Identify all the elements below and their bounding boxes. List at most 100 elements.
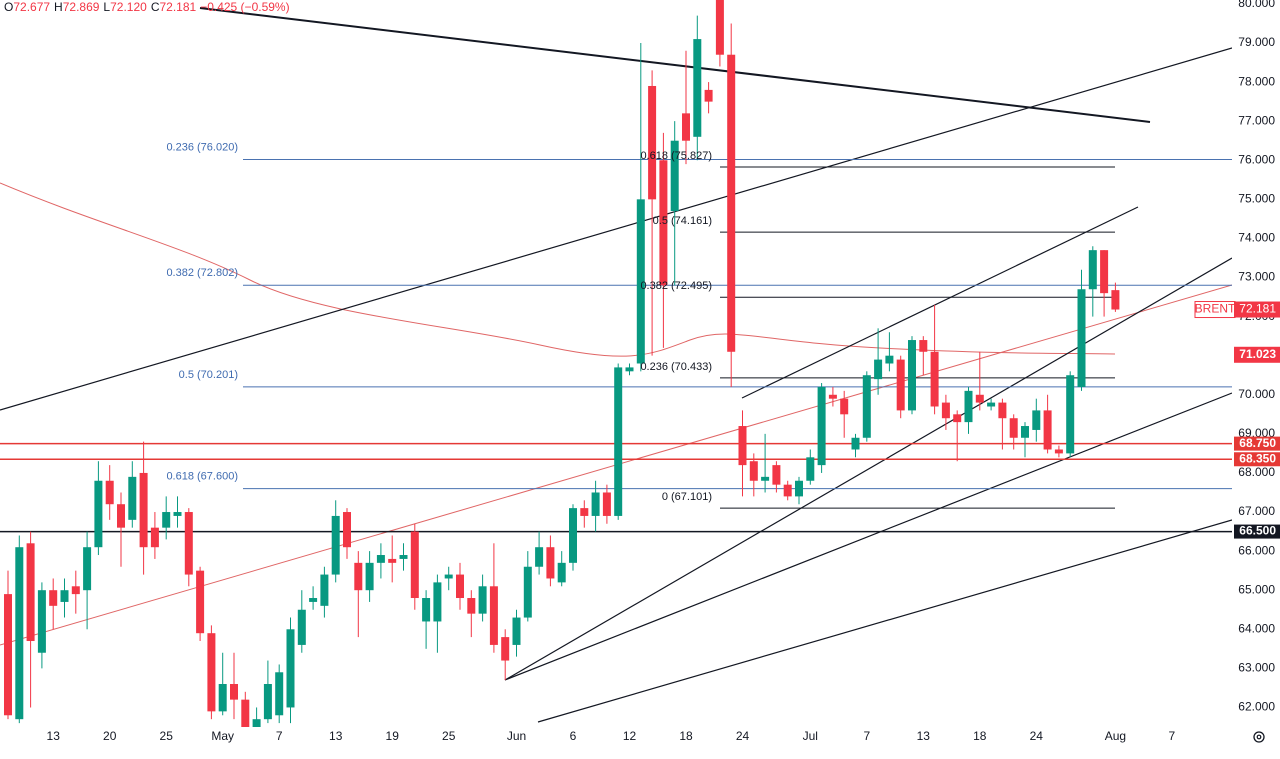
candle-body bbox=[376, 555, 385, 563]
candle-body bbox=[648, 85, 657, 200]
x-tick-label: 13 bbox=[329, 729, 343, 743]
candle-body bbox=[1066, 375, 1075, 454]
candle-body bbox=[410, 531, 419, 599]
candle-body bbox=[49, 590, 58, 606]
candle-body bbox=[4, 594, 12, 716]
gear-hub[interactable] bbox=[1256, 734, 1262, 740]
candle-body bbox=[1021, 426, 1029, 438]
candle-body bbox=[535, 547, 544, 567]
levels bbox=[0, 158, 1232, 533]
x-tick-label: 13 bbox=[47, 729, 61, 743]
header-change: −0.425 (−0.59%) bbox=[200, 0, 289, 14]
header-value: 72.869 bbox=[63, 0, 100, 14]
fib-label: 0.618 (75.827) bbox=[640, 150, 712, 162]
candle-body bbox=[331, 515, 340, 575]
x-tick-label: 13 bbox=[917, 729, 931, 743]
candle-body bbox=[625, 367, 634, 372]
y-tick-label: 80.000 bbox=[1238, 0, 1275, 10]
y-tick-label: 68.000 bbox=[1238, 465, 1275, 479]
level-label: 68.350 bbox=[1239, 451, 1276, 465]
y-tick-label: 74.000 bbox=[1238, 231, 1275, 245]
header-key: O bbox=[4, 0, 13, 14]
header-value: 72.120 bbox=[110, 0, 147, 14]
candle-body bbox=[241, 699, 250, 727]
ohlc-header: O72.677 H72.869 L72.120 C72.181 −0.425 (−0.5… bbox=[4, 0, 290, 14]
y-tick-label: 75.000 bbox=[1238, 192, 1275, 206]
candle-body bbox=[252, 719, 261, 727]
fib-label: 0 (67.101) bbox=[662, 491, 712, 503]
price-tag bbox=[1234, 301, 1280, 318]
candle-body bbox=[15, 547, 24, 720]
candle-body bbox=[1009, 418, 1018, 438]
x-tick-label: Aug bbox=[1105, 729, 1126, 743]
candle-body bbox=[320, 574, 329, 606]
candle-body bbox=[828, 394, 837, 399]
candle-body bbox=[1032, 410, 1041, 430]
candle-body bbox=[218, 684, 227, 712]
labels: 62.000 63.000 64.000 65.000 66.000 67.000 68.0… bbox=[47, 0, 1280, 743]
x-tick-label: 19 bbox=[386, 729, 400, 743]
gear[interactable] bbox=[1253, 731, 1265, 743]
candle-body bbox=[998, 402, 1007, 419]
candle-body bbox=[26, 543, 35, 642]
candle-body bbox=[286, 629, 295, 708]
candle-body bbox=[987, 402, 996, 407]
level-tag bbox=[1234, 524, 1280, 539]
candle-body bbox=[908, 340, 916, 411]
candle-body bbox=[569, 508, 577, 563]
y-tick-label: 78.000 bbox=[1238, 74, 1275, 88]
candle-body bbox=[1111, 290, 1120, 310]
candle-body bbox=[704, 89, 713, 102]
candle-body bbox=[354, 562, 363, 591]
candles bbox=[4, 0, 1120, 727]
x-tick-label: 24 bbox=[1030, 729, 1044, 743]
y-tick-label: 65.000 bbox=[1238, 582, 1275, 596]
candle-body bbox=[489, 586, 498, 645]
x-tick-label: 24 bbox=[736, 729, 750, 743]
candle-body bbox=[602, 492, 611, 516]
candle-body bbox=[557, 562, 566, 583]
x-tick-label: 25 bbox=[442, 729, 456, 743]
candle-body bbox=[196, 570, 205, 634]
candle-body bbox=[840, 398, 849, 415]
fib-label: 0.382 (72.802) bbox=[166, 267, 238, 279]
candle-body bbox=[715, 0, 724, 55]
candle-body bbox=[60, 590, 69, 602]
x-tick-label: May bbox=[211, 729, 234, 743]
candle-body bbox=[501, 637, 510, 661]
candle-body bbox=[297, 609, 306, 645]
candle-body bbox=[727, 54, 736, 352]
candle-body bbox=[94, 480, 103, 548]
candle-body bbox=[207, 633, 216, 712]
fib-label: 0.5 (70.201) bbox=[179, 369, 238, 381]
candle-body bbox=[456, 574, 464, 599]
trend-line bbox=[504, 392, 1232, 681]
candle-body bbox=[1054, 449, 1063, 454]
candle-body bbox=[761, 476, 770, 481]
fib-label: 0.5 (74.161) bbox=[653, 215, 712, 227]
fib-label: 0.236 (70.433) bbox=[640, 361, 712, 373]
candle-body bbox=[162, 512, 171, 528]
trend-line bbox=[199, 7, 1151, 123]
candle-body bbox=[433, 582, 442, 622]
candle-body bbox=[851, 437, 860, 450]
settings-icon[interactable] bbox=[1253, 731, 1265, 743]
fib-label: 0.382 (72.495) bbox=[640, 280, 712, 292]
candle-body bbox=[422, 598, 431, 622]
candle-body bbox=[919, 340, 928, 352]
x-tick-label: 7 bbox=[276, 729, 283, 743]
ma-tag bbox=[1234, 346, 1280, 363]
candle-body bbox=[117, 504, 125, 528]
candle-body bbox=[580, 508, 589, 516]
x-tick-label: 25 bbox=[160, 729, 174, 743]
drawings bbox=[0, 7, 1232, 723]
candle-body bbox=[862, 375, 871, 438]
candle-body bbox=[275, 672, 284, 716]
candle-body bbox=[670, 140, 679, 212]
y-tick-label: 76.000 bbox=[1238, 152, 1275, 166]
candle-body bbox=[636, 199, 645, 364]
header-key: C bbox=[151, 0, 160, 14]
candle-body bbox=[964, 390, 973, 423]
candle-body bbox=[128, 476, 137, 520]
